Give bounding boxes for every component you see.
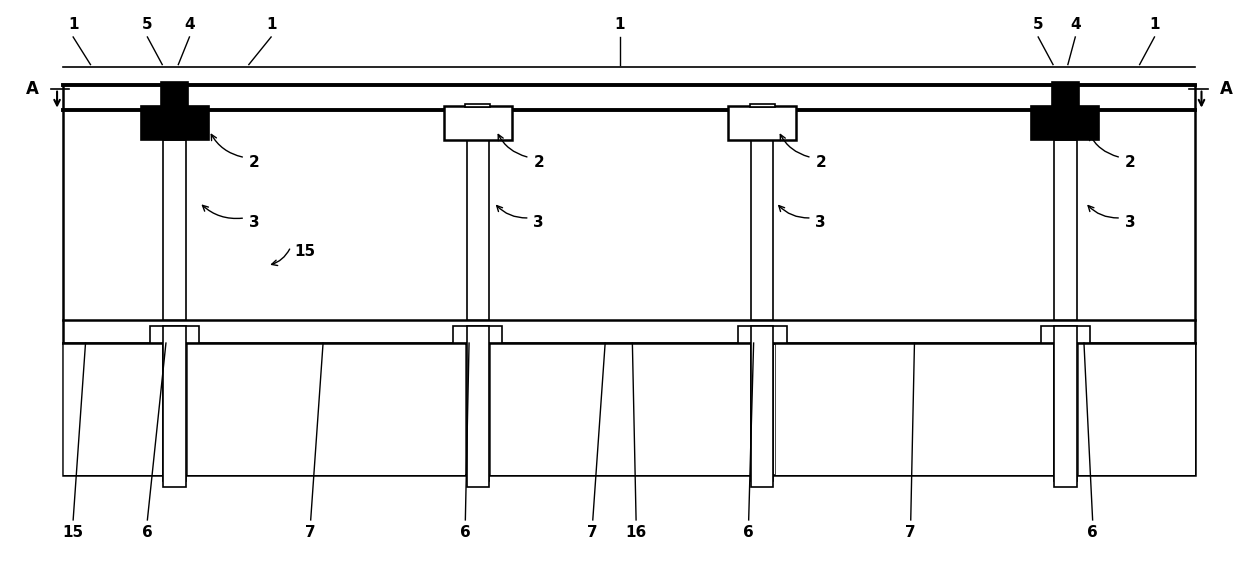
- Bar: [164, 140, 186, 320]
- Text: 7: 7: [905, 525, 916, 540]
- Bar: [63, 320, 1195, 343]
- Text: 6: 6: [460, 525, 471, 540]
- Bar: [465, 104, 490, 107]
- Bar: [466, 343, 489, 481]
- Text: 2: 2: [249, 155, 259, 170]
- Bar: [161, 82, 188, 110]
- Text: 1: 1: [615, 17, 625, 32]
- Bar: [1054, 140, 1076, 320]
- Bar: [187, 343, 465, 475]
- Bar: [775, 343, 1053, 475]
- Bar: [751, 140, 774, 320]
- Text: 4: 4: [1070, 17, 1080, 32]
- Text: 3: 3: [533, 215, 544, 230]
- Text: 1: 1: [1149, 17, 1159, 32]
- Text: 7: 7: [305, 525, 316, 540]
- Text: 1: 1: [265, 17, 277, 32]
- Text: 15: 15: [62, 525, 84, 540]
- Text: 7: 7: [588, 525, 598, 540]
- Text: 4: 4: [184, 17, 195, 32]
- Bar: [1078, 343, 1195, 475]
- Bar: [150, 326, 200, 343]
- Text: 2: 2: [533, 155, 544, 170]
- Text: A: A: [26, 80, 38, 98]
- Bar: [1054, 343, 1076, 481]
- Bar: [63, 343, 162, 475]
- Text: A: A: [1220, 80, 1233, 98]
- Text: 2: 2: [816, 155, 826, 170]
- Bar: [63, 85, 1195, 110]
- Text: 6: 6: [743, 525, 754, 540]
- Bar: [728, 106, 796, 140]
- Text: 1: 1: [68, 17, 78, 32]
- Bar: [63, 110, 1195, 320]
- Text: 2: 2: [1125, 155, 1136, 170]
- Text: 3: 3: [816, 215, 826, 230]
- Bar: [164, 343, 186, 481]
- Bar: [63, 343, 1195, 475]
- Text: 16: 16: [625, 525, 647, 540]
- Bar: [466, 140, 489, 320]
- Bar: [490, 343, 750, 475]
- Text: 3: 3: [249, 215, 259, 230]
- Text: 5: 5: [143, 17, 153, 32]
- Bar: [140, 106, 208, 140]
- Text: 3: 3: [1125, 215, 1136, 230]
- Text: 6: 6: [143, 525, 153, 540]
- Bar: [1052, 82, 1079, 110]
- Text: 6: 6: [1087, 525, 1097, 540]
- Bar: [751, 326, 774, 486]
- Text: 15: 15: [295, 243, 316, 258]
- Bar: [738, 326, 787, 343]
- Bar: [444, 106, 512, 140]
- Text: 5: 5: [1033, 17, 1044, 32]
- Bar: [750, 104, 775, 107]
- Bar: [1054, 326, 1076, 486]
- Bar: [453, 326, 502, 343]
- Bar: [751, 343, 774, 481]
- Bar: [164, 326, 186, 486]
- Bar: [466, 326, 489, 486]
- Bar: [1032, 106, 1100, 140]
- Bar: [1040, 326, 1090, 343]
